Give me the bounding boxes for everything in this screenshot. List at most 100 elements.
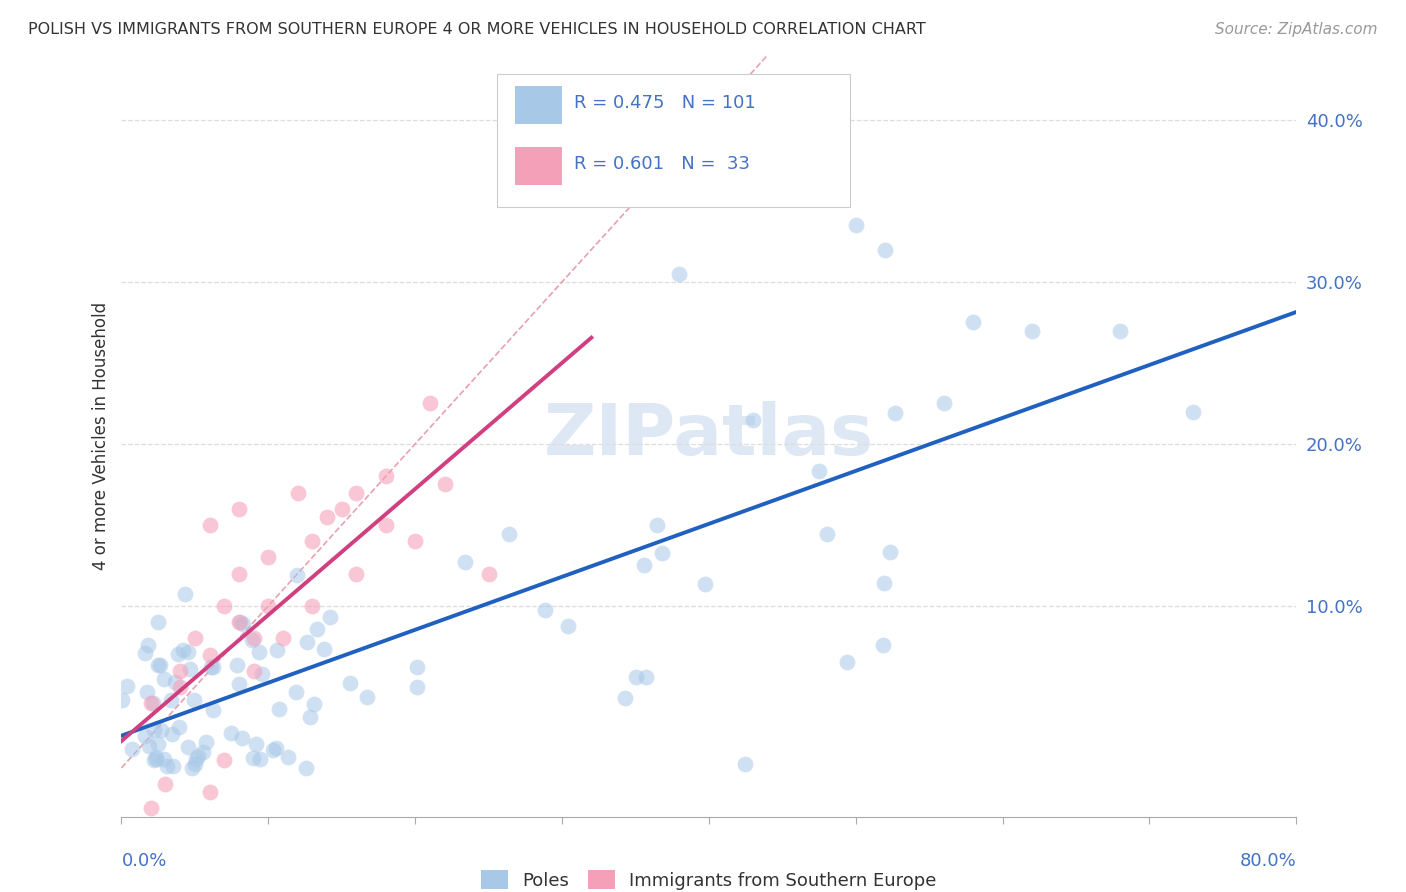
Text: 80.0%: 80.0%	[1240, 852, 1296, 870]
Point	[198, 785, 221, 799]
Point	[633, 558, 655, 573]
Text: 0.0%: 0.0%	[121, 852, 167, 870]
Point	[183, 756, 205, 771]
Point	[142, 723, 165, 737]
Point	[194, 735, 217, 749]
Point	[304, 697, 326, 711]
Point	[668, 267, 690, 281]
Point	[184, 632, 207, 646]
Point	[177, 740, 200, 755]
Point	[169, 720, 191, 734]
Point	[875, 243, 897, 257]
Point	[145, 751, 167, 765]
Point	[557, 619, 579, 633]
Point	[314, 641, 336, 656]
Point	[807, 464, 830, 478]
Point	[879, 545, 901, 559]
Point	[257, 550, 280, 565]
Point	[266, 642, 288, 657]
Point	[815, 527, 838, 541]
Point	[344, 566, 367, 581]
Point	[262, 743, 284, 757]
Point	[873, 575, 896, 590]
Point	[242, 632, 264, 646]
Point	[242, 664, 264, 678]
Point	[219, 726, 242, 740]
Point	[183, 693, 205, 707]
Point	[330, 501, 353, 516]
Point	[374, 469, 396, 483]
Point	[146, 658, 169, 673]
Text: POLISH VS IMMIGRANTS FROM SOUTHERN EUROPE 4 OR MORE VEHICLES IN HOUSEHOLD CORREL: POLISH VS IMMIGRANTS FROM SOUTHERN EUROP…	[28, 22, 927, 37]
Point	[301, 599, 323, 613]
Point	[228, 566, 250, 581]
Point	[477, 566, 499, 581]
Point	[1109, 324, 1132, 338]
Point	[212, 599, 235, 613]
Point	[374, 517, 396, 532]
Point	[115, 679, 138, 693]
Point	[1182, 404, 1205, 418]
Point	[835, 655, 858, 669]
Point	[198, 517, 221, 532]
Point	[177, 645, 200, 659]
Point	[242, 751, 264, 765]
Point	[201, 660, 224, 674]
Point	[962, 315, 984, 329]
Point	[298, 710, 321, 724]
Point	[232, 616, 254, 631]
Point	[186, 752, 208, 766]
Point	[419, 396, 441, 410]
Point	[169, 680, 191, 694]
Point	[636, 669, 658, 683]
Point	[404, 534, 426, 549]
Point	[932, 396, 955, 410]
Point	[146, 737, 169, 751]
Point	[433, 477, 456, 491]
Point	[406, 680, 429, 694]
Point	[1021, 324, 1043, 338]
Point	[305, 622, 328, 636]
Point	[344, 485, 367, 500]
Point	[249, 752, 271, 766]
Point	[111, 692, 134, 706]
Text: ZIPatlas: ZIPatlas	[544, 401, 875, 470]
Point	[135, 685, 157, 699]
Point	[884, 406, 907, 420]
Point	[226, 658, 249, 673]
Point	[201, 703, 224, 717]
Point	[143, 753, 166, 767]
Point	[295, 761, 318, 775]
Point	[264, 741, 287, 756]
Point	[228, 615, 250, 629]
Point	[156, 759, 179, 773]
Point	[356, 690, 378, 704]
Point	[142, 696, 165, 710]
Point	[624, 670, 647, 684]
Point	[155, 777, 177, 791]
Point	[198, 648, 221, 662]
Point	[285, 568, 308, 582]
Bar	[515, 86, 562, 124]
Point	[406, 659, 429, 673]
Point	[136, 638, 159, 652]
Point	[121, 742, 143, 756]
Point	[872, 639, 894, 653]
Point	[184, 817, 207, 831]
Bar	[515, 146, 562, 185]
Point	[277, 750, 299, 764]
Y-axis label: 4 or more Vehicles in Household: 4 or more Vehicles in Household	[93, 301, 110, 570]
Point	[200, 660, 222, 674]
Point	[454, 555, 477, 569]
Point	[284, 684, 307, 698]
Point	[162, 759, 184, 773]
Point	[228, 615, 250, 629]
Point	[212, 753, 235, 767]
FancyBboxPatch shape	[498, 74, 849, 208]
Point	[742, 412, 765, 426]
Point	[173, 587, 195, 601]
Point	[534, 603, 557, 617]
Point	[169, 664, 191, 678]
Point	[269, 702, 291, 716]
Point	[645, 518, 668, 533]
